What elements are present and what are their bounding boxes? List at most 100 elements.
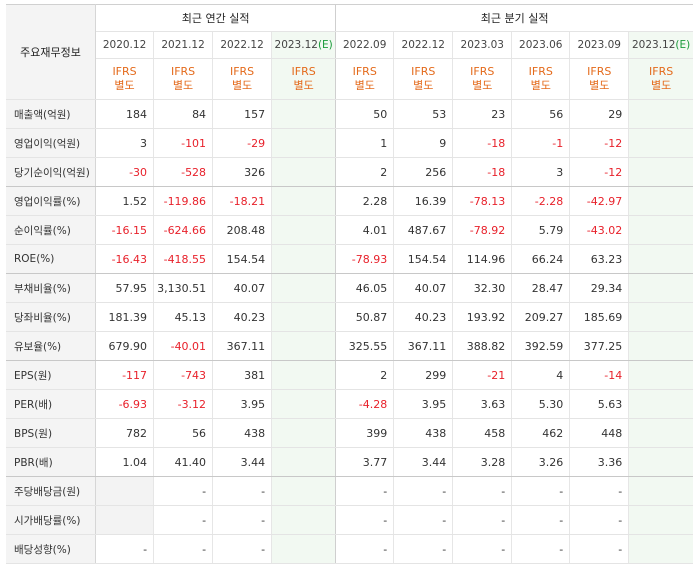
table-row: PER(배) -6.93 -3.12 3.95 -4.28 3.95 3.63 5.30 5.6… <box>6 389 693 419</box>
period-date: 2021.12 <box>161 39 205 51</box>
table-cell <box>628 331 693 361</box>
period-date: 2022.12 <box>220 39 264 51</box>
table-cell: 3.36 <box>569 447 629 477</box>
table-cell: 28.47 <box>511 273 570 303</box>
table-cell: 46.05 <box>335 273 394 303</box>
table-cell: 2 <box>335 157 394 187</box>
table-cell <box>271 534 337 564</box>
ifrs-top: IFRS <box>170 65 196 78</box>
table-row: 매출액(억원) 184 84 157 50 53 23 56 29 <box>6 99 693 129</box>
table-cell: - <box>212 476 272 506</box>
table-cell: -101 <box>153 128 213 158</box>
ifrs-top: IFRS <box>112 65 137 78</box>
table-cell <box>271 389 337 419</box>
table-cell <box>628 244 693 274</box>
table-cell: 2 <box>335 360 394 390</box>
table-cell: 209.27 <box>511 302 570 332</box>
quarter-header: 최근 분기 실적 <box>335 4 693 32</box>
table-cell: 326 <box>212 157 272 187</box>
ifrs-bottom: 별도 <box>530 79 551 92</box>
ifrs-top: IFRS <box>587 65 612 78</box>
table-cell: -1 <box>511 128 570 158</box>
table-cell: 3.44 <box>393 447 453 477</box>
table-cell: 208.48 <box>212 215 272 245</box>
period-date: 2022.12 <box>401 39 445 51</box>
table-cell: - <box>452 534 512 564</box>
ifrs-bottom: 별도 <box>589 79 610 92</box>
row-label: 부채비율(%) <box>6 273 97 303</box>
table-cell: 185.69 <box>569 302 629 332</box>
table-cell: - <box>212 505 272 535</box>
table-cell: 462 <box>511 418 570 448</box>
table-row: 부채비율(%) 57.95 3,130.51 40.07 46.05 40.07 32.30… <box>6 273 693 303</box>
row-label: 영업이익(억원) <box>6 128 97 158</box>
table-cell <box>628 99 693 129</box>
table-cell: 3 <box>95 128 154 158</box>
table-cell: 66.24 <box>511 244 570 274</box>
table-cell: -43.02 <box>569 215 629 245</box>
table-cell: 3.44 <box>212 447 272 477</box>
table-cell: 4 <box>511 360 570 390</box>
table-cell: - <box>212 534 272 564</box>
annual-header: 최근 연간 실적 <box>95 4 337 32</box>
table-cell: - <box>393 505 453 535</box>
row-label: 배당성향(%) <box>6 534 97 564</box>
ifrs-bottom: 별도 <box>472 79 493 92</box>
table-cell: 3 <box>511 157 570 187</box>
table-cell: 16.39 <box>393 186 453 216</box>
table-cell: - <box>569 505 629 535</box>
table-cell: 1 <box>335 128 394 158</box>
table-cell <box>628 157 693 187</box>
financial-summary-table: 주요재무정보 최근 연간 실적 최근 분기 실적 2020.12 2021.12 2… <box>6 4 693 564</box>
table-cell: 325.55 <box>335 331 394 361</box>
table-cell <box>628 476 693 506</box>
table-cell: -29 <box>212 128 272 158</box>
period-date: 2022.09 <box>343 39 387 51</box>
table-cell: 3.26 <box>511 447 570 477</box>
table-cell: 3.95 <box>393 389 453 419</box>
ifrs-bottom: 별도 <box>172 79 194 92</box>
ifrs-label: IFRS 별도 <box>335 58 394 100</box>
table-cell: 367.11 <box>393 331 453 361</box>
row-label: PBR(배) <box>6 447 97 477</box>
table-cell: - <box>153 476 213 506</box>
table-cell: -4.28 <box>335 389 394 419</box>
table-cell <box>271 447 337 477</box>
row-label: ROE(%) <box>6 244 97 274</box>
ifrs-top: IFRS <box>352 65 377 78</box>
table-cell <box>271 418 337 448</box>
table-cell <box>95 476 154 506</box>
table-cell: 40.07 <box>212 273 272 303</box>
table-cell <box>628 389 693 419</box>
ifrs-top: IFRS <box>411 65 436 78</box>
table-cell: 458 <box>452 418 512 448</box>
table-cell: -12 <box>569 157 629 187</box>
table-cell: 84 <box>153 99 213 129</box>
table-cell: 63.23 <box>569 244 629 274</box>
table-cell: 29 <box>569 99 629 129</box>
table-cell: - <box>511 534 570 564</box>
table-cell: 392.59 <box>511 331 570 361</box>
ifrs-label: IFRS 별도 <box>569 58 629 100</box>
ifrs-top: IFRS <box>229 65 255 78</box>
table-cell: 438 <box>393 418 453 448</box>
table-cell: -528 <box>153 157 213 187</box>
table-cell: -42.97 <box>569 186 629 216</box>
table-row: 유보율(%) 679.90 -40.01 367.11 325.55 367.11 388.… <box>6 331 693 361</box>
table-cell: - <box>511 505 570 535</box>
table-cell <box>271 505 337 535</box>
table-cell: 367.11 <box>212 331 272 361</box>
table-cell: - <box>95 534 154 564</box>
table-cell: -21 <box>452 360 512 390</box>
table-cell: - <box>569 534 629 564</box>
period-header: 2021.12 <box>153 31 213 59</box>
table-cell: 56 <box>153 418 213 448</box>
table-cell: 3.63 <box>452 389 512 419</box>
row-label: 매출액(억원) <box>6 99 97 129</box>
table-cell: -18 <box>452 157 512 187</box>
table-cell: -418.55 <box>153 244 213 274</box>
table-cell <box>628 273 693 303</box>
period-header: 2022.09 <box>335 31 394 59</box>
table-cell: 184 <box>95 99 154 129</box>
table-cell: -624.66 <box>153 215 213 245</box>
